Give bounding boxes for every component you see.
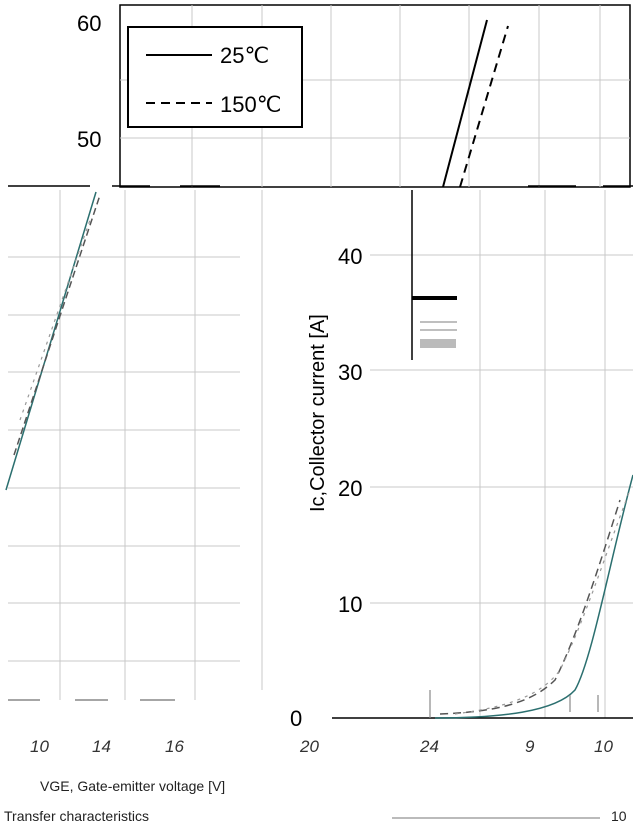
series-150c-curve xyxy=(439,499,621,715)
y-tick-30: 30 xyxy=(338,360,362,385)
legend-ghost-block xyxy=(420,339,456,348)
x-tick-label: 14 xyxy=(92,737,111,756)
left-fragment-curve-b xyxy=(13,194,101,456)
y-tick-10: 10 xyxy=(338,592,362,617)
left-gridlines xyxy=(8,190,240,700)
x-tick-label: 24 xyxy=(419,737,439,756)
top-plot-border xyxy=(119,4,631,188)
left-fragment-region xyxy=(5,190,240,701)
x-tick-marks xyxy=(429,690,599,718)
y-axis-label: Ic,Collector current [A] xyxy=(307,314,329,512)
x-tick-label: 16 xyxy=(165,737,184,756)
legend-label-150c: 150℃ xyxy=(220,92,281,117)
series-ghost-curve xyxy=(454,489,631,715)
legend-label-25c: 25℃ xyxy=(220,43,269,68)
top-plot-region: 25℃ 150℃ 60 50 xyxy=(77,4,631,188)
top-gridlines xyxy=(120,5,630,187)
x-axis-title: VGE, Gate-emitter voltage [V] xyxy=(40,778,225,794)
y-tick-60: 60 xyxy=(77,11,101,36)
y-tick-20: 20 xyxy=(338,476,362,501)
left-fragment-curve-c xyxy=(19,219,91,421)
legend: 25℃ 150℃ xyxy=(127,26,303,128)
x-tick-label: 10 xyxy=(30,737,49,756)
legend-box xyxy=(127,26,303,128)
x-tick-labels: 10 14 16 20 24 9 10 xyxy=(30,737,613,756)
series-25c-curve-top xyxy=(442,19,488,188)
legend-ghost xyxy=(411,190,457,360)
series-25c-curve xyxy=(434,474,633,719)
page-number: 10 xyxy=(611,808,627,824)
y-tick-50: 50 xyxy=(77,127,101,152)
series-150c-curve-top xyxy=(459,25,509,188)
left-fragment-curve-a xyxy=(5,191,97,491)
right-main-region: 40 30 20 10 0 Ic,Collector current [A] xyxy=(261,190,633,731)
footer-caption: Transfer characteristics xyxy=(4,808,149,824)
y-tick-40: 40 xyxy=(338,244,362,269)
x-tick-label: 20 xyxy=(299,737,319,756)
right-gridlines xyxy=(370,190,633,718)
y-tick-0: 0 xyxy=(290,706,302,731)
x-tick-label: 10 xyxy=(594,737,613,756)
x-tick-label: 9 xyxy=(525,737,535,756)
